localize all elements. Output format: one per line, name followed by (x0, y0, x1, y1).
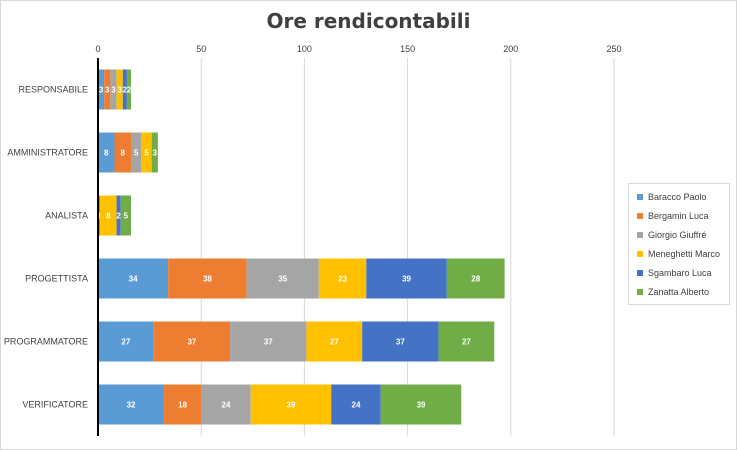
bar-segment (100, 195, 117, 236)
data-label: 3 (105, 86, 110, 95)
category-label: PROGRAMMATORE (4, 337, 88, 347)
category-label: ANALISTA (45, 211, 88, 221)
data-label: 8 (106, 212, 111, 221)
bar-segment (446, 258, 505, 299)
category-label: PROGETTISTA (25, 274, 88, 284)
data-label: 24 (222, 401, 231, 410)
category-label: AMMINISTRATORE (7, 148, 88, 158)
bar-segment (98, 69, 105, 110)
data-label: 28 (471, 275, 480, 284)
legend-item: Baracco Paolo (637, 190, 707, 204)
bar-segment (110, 69, 117, 110)
data-label: 39 (402, 275, 411, 284)
data-label: 37 (264, 338, 273, 347)
legend-label: Meneghetti Marco (648, 249, 721, 259)
bar-segment (126, 69, 132, 110)
data-label: 5 (144, 149, 149, 158)
legend-label: Zanatta Alberto (648, 287, 710, 297)
bar-segment (438, 321, 495, 362)
x-tick-label: 250 (606, 44, 621, 54)
data-label: 2 (116, 212, 121, 221)
legend-item: Meneghetti Marco (637, 247, 720, 261)
data-label: 3 (117, 86, 122, 95)
legend-swatch (637, 251, 643, 257)
bar-segment (331, 384, 381, 425)
data-label: 27 (462, 338, 471, 347)
legend-swatch (637, 270, 643, 276)
x-tick-label: 200 (503, 44, 518, 54)
data-label: 5 (134, 149, 139, 158)
data-label: 3 (153, 149, 158, 158)
data-label: 27 (121, 338, 130, 347)
legend-item: Sgambaro Luca (637, 266, 712, 280)
data-label: 34 (129, 275, 138, 284)
bar-segment (98, 258, 169, 299)
bar-segment (104, 69, 111, 110)
bar-segment (114, 132, 132, 173)
bar-segment (164, 384, 202, 425)
legend-swatch (637, 289, 643, 295)
legend-label: Bergamin Luca (648, 211, 709, 221)
bar-segment (201, 384, 251, 425)
data-label: 39 (287, 401, 296, 410)
bar-segment (98, 384, 165, 425)
chart-title: Ore rendicontabili (266, 9, 471, 33)
data-label: 3 (99, 86, 104, 95)
category-label: VERIFICATORE (22, 400, 88, 410)
legend-label: Sgambaro Luca (648, 268, 712, 278)
bar-segment (122, 69, 127, 110)
bar-segment (246, 258, 319, 299)
bar-segment (230, 321, 307, 362)
data-label: 37 (396, 338, 405, 347)
bar-segment (151, 132, 158, 173)
bar-segment (116, 195, 121, 236)
data-label: 8 (104, 149, 109, 158)
x-tick-label: 0 (95, 44, 100, 54)
data-label: 39 (417, 401, 426, 410)
bar-segment (366, 258, 447, 299)
chart-legend: Baracco Paolo Bergamin Luca Giorgio Giuffr… (628, 183, 730, 305)
bar-segment (98, 321, 154, 362)
data-label: 2 (127, 86, 132, 95)
legend-item: Bergamin Luca (637, 209, 709, 223)
bar-segment (318, 258, 367, 299)
data-label: 37 (187, 338, 196, 347)
bar-segment (250, 384, 332, 425)
data-label: 32 (127, 401, 136, 410)
data-label: 5 (124, 212, 129, 221)
legend-item: Giorgio Giuffré (637, 228, 706, 242)
bar-segment (380, 384, 462, 425)
x-tick-label: 150 (400, 44, 415, 54)
category-label: RESPONSABILE (18, 85, 88, 95)
bar-segment (98, 195, 101, 236)
data-label: 23 (338, 275, 347, 284)
x-tick-label: 50 (196, 44, 206, 54)
bar-segment (116, 69, 123, 110)
data-label: 8 (121, 149, 126, 158)
x-tick-label: 100 (297, 44, 312, 54)
data-label: 2 (123, 86, 128, 95)
data-label: 24 (352, 401, 361, 410)
data-label: 1 (97, 212, 102, 221)
data-label: 35 (278, 275, 287, 284)
legend-swatch (637, 194, 643, 200)
legend-swatch (637, 232, 643, 238)
bar-segment (120, 195, 132, 236)
legend-label: Baracco Paolo (648, 192, 707, 202)
data-label: 27 (330, 338, 339, 347)
bar-segment (362, 321, 439, 362)
legend-label: Giorgio Giuffré (648, 230, 707, 240)
bar-segment (153, 321, 231, 362)
bar-segment (306, 321, 363, 362)
data-label: 38 (203, 275, 212, 284)
data-label: 3 (111, 86, 116, 95)
bar-segment (131, 132, 142, 173)
legend-swatch (637, 213, 643, 219)
legend-item: Zanatta Alberto (637, 285, 709, 299)
bar-segment (98, 132, 115, 173)
bar-segment (168, 258, 247, 299)
data-label: 18 (178, 401, 187, 410)
bar-segment (141, 132, 152, 173)
